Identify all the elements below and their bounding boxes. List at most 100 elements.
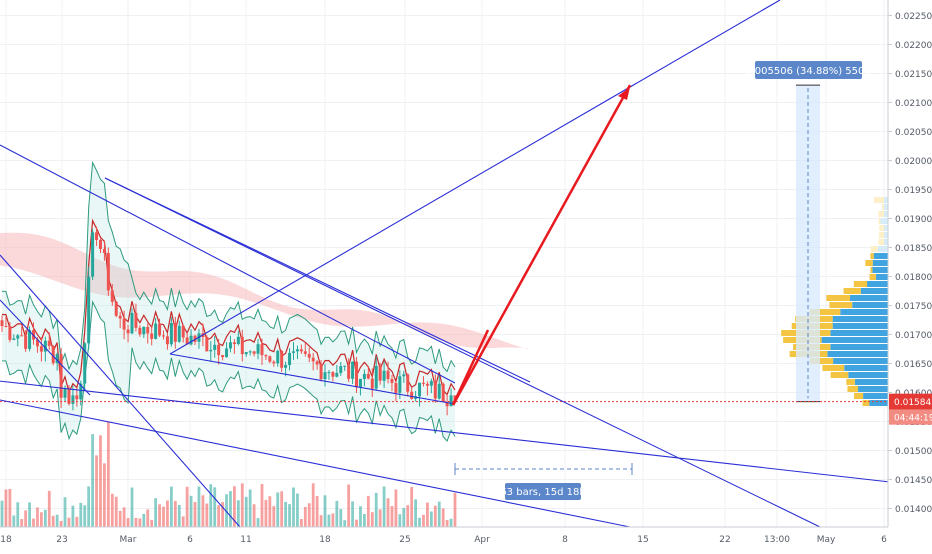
volume-bar [256,518,260,527]
volume-bar [205,503,209,527]
volume-bar [339,509,343,527]
volume-bar [185,486,189,527]
volume-bar [173,500,177,527]
candle-body [122,318,126,330]
volume-bar [240,483,244,527]
candle-body [173,323,177,342]
volume-profile-row-up [872,260,888,266]
candle-body [205,337,209,352]
volume-bar [276,492,280,527]
volume-bar [114,496,118,527]
x-tick-label: 18 [319,535,331,545]
candle-body [91,232,95,277]
measure-label: 0.005506 (34.88%) 5506 [745,66,870,77]
volume-profile-row-down [878,239,884,245]
breakout-segment [451,329,490,406]
candle-body [327,372,331,374]
candle-body [299,349,303,352]
candle-body [0,320,4,327]
volume-profile-row-up [858,386,888,392]
volume-profile-row-down [865,260,873,266]
x-tick-label: Apr [474,535,490,545]
candle-body [445,401,449,407]
candle-body [98,239,102,249]
candle-body [146,326,150,334]
candle-body [236,336,240,345]
volume-bar [386,498,390,527]
volume-bar [28,502,31,527]
volume-bar [331,513,335,527]
volume-bar [236,500,240,527]
volume-bar [363,514,366,527]
volume-bar [390,505,394,527]
trend-line [0,144,456,384]
candle-body [284,364,288,368]
volume-profile-row-up [884,204,888,210]
volume-bar [8,488,12,527]
volume-bar [370,512,374,527]
volume-profile-row-down [862,400,870,406]
candle-body [189,335,193,345]
volume-bar [319,515,323,527]
volume-bar [221,502,224,527]
candle-body [398,376,402,393]
x-tick-label: 13:00 [764,535,790,545]
candle-body [386,370,390,380]
volume-bar [0,500,4,527]
volume-bar [130,487,134,527]
candle-body [59,354,63,398]
volume-profile-row-up [863,393,888,399]
volume-profile-row-up [884,225,888,231]
volume-bar [343,520,347,527]
candle-body [248,351,252,353]
candle-body [374,365,378,389]
volume-bar [158,504,161,527]
volume-bar [394,489,398,527]
candle-body [425,383,429,386]
candle-body [114,301,118,316]
candle-body [8,326,12,340]
x-tick-label: 11 [240,535,251,545]
volume-bar [272,506,276,527]
candle-body [264,355,268,357]
candle-body [362,373,366,379]
volume-bar [4,489,8,527]
volume-profile-row-down [847,386,859,392]
volume-profile-row-up [830,330,888,336]
candle-body [343,365,347,367]
bollinger-lower [1,300,456,442]
candle-body [126,329,130,334]
candle-body [390,379,394,383]
candle-body [280,350,284,368]
candle-body [331,372,335,377]
candle-body [110,290,114,302]
volume-bar [99,435,102,527]
volume-profile-row-down [830,372,849,378]
volume-bar [59,520,63,527]
drawings[interactable]: 0.005506 (34.88%) 5506 63 bars, 15d 18h [0,0,891,528]
volume-bar [150,519,154,527]
volume-bar [366,496,370,527]
candle-body [260,344,264,356]
volume-bar [244,496,248,527]
volume-profile-row-up [875,274,888,280]
candle-body [138,327,142,335]
volume-bar [441,508,445,527]
candle-body [315,361,319,365]
candle-body [402,374,406,377]
volume-bar [268,496,272,527]
candle-body [288,352,292,365]
candle-body [35,339,39,347]
candle-body [449,395,453,407]
volume-profile-row-up [884,239,888,245]
candle-body [87,276,91,344]
volume-profile-row-down [822,365,845,371]
